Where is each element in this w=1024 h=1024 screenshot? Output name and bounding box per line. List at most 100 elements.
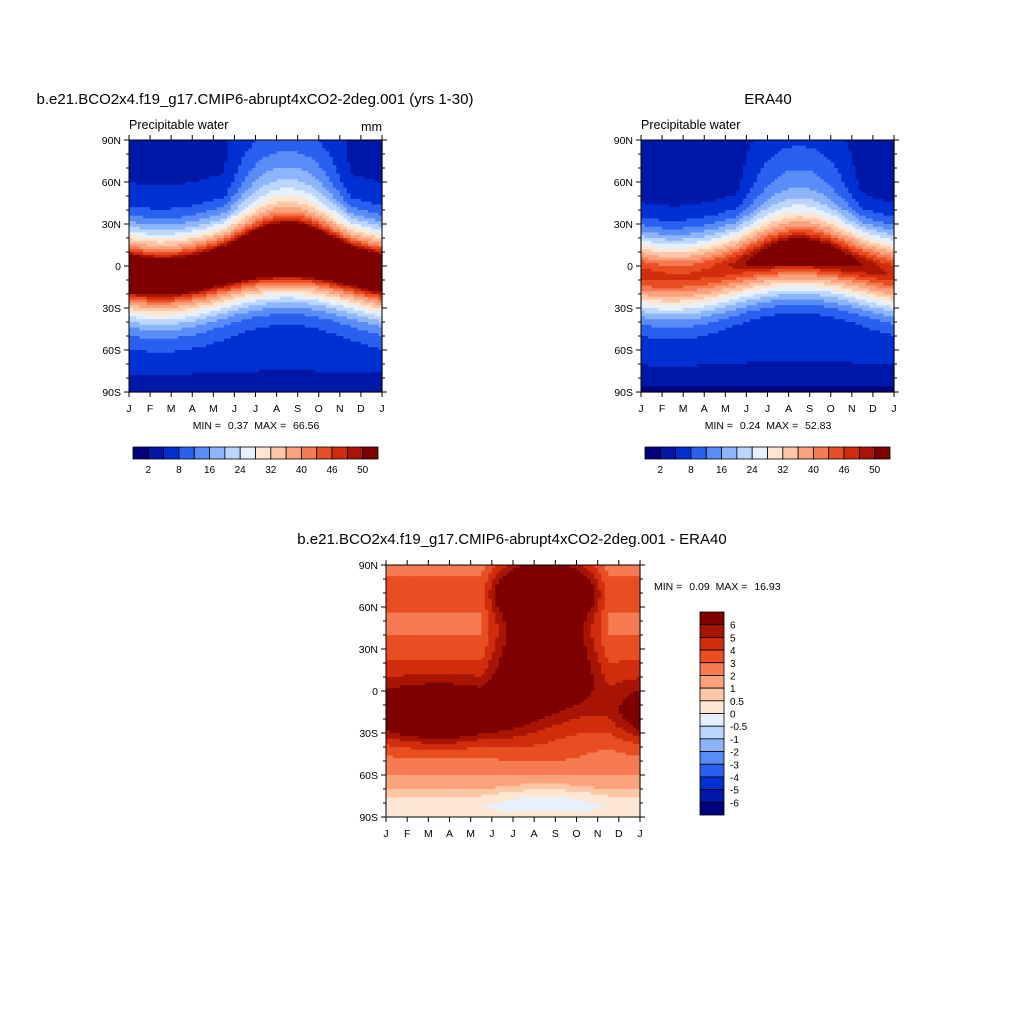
field-cell <box>346 140 351 144</box>
field-cell <box>297 145 302 149</box>
field-cell <box>223 187 228 191</box>
field-cell <box>209 184 214 189</box>
field-cell <box>244 176 250 180</box>
field-cell <box>136 140 141 144</box>
field-cell <box>374 190 380 194</box>
field-cell <box>164 151 169 155</box>
field-cell <box>297 162 302 166</box>
field-cell <box>178 196 183 200</box>
field-cell <box>185 165 190 169</box>
field-cell <box>287 182 292 186</box>
field-cell <box>223 159 228 163</box>
field-cell <box>136 190 141 194</box>
field-cell <box>266 207 271 211</box>
field-cell <box>202 193 207 197</box>
field-cell <box>304 151 309 155</box>
field-cell <box>216 154 221 158</box>
field-cell <box>223 184 228 189</box>
field-cell <box>213 207 218 211</box>
field-cell <box>248 176 253 180</box>
field-cell <box>234 201 239 205</box>
field-cell <box>199 196 204 200</box>
field-cell <box>132 156 137 161</box>
field-cell <box>223 176 228 180</box>
field-cell <box>139 190 144 194</box>
field-cell <box>287 176 292 180</box>
field-cell <box>266 145 271 149</box>
field-cell <box>357 156 362 161</box>
field-cell <box>315 156 320 161</box>
field-cell <box>164 148 169 152</box>
field-cell <box>374 148 380 152</box>
field-cell <box>234 170 239 175</box>
field-cell <box>146 142 151 147</box>
field-cell <box>318 187 323 191</box>
field-cell <box>132 176 137 180</box>
field-cell <box>139 148 144 152</box>
field-cell <box>262 170 267 175</box>
field-cell <box>318 190 323 194</box>
field-cell <box>202 204 207 208</box>
field-cell <box>213 193 218 197</box>
field-cell <box>353 142 358 147</box>
field-cell <box>259 154 264 158</box>
field-cell <box>139 207 144 211</box>
field-cell <box>244 151 250 155</box>
field-cell <box>202 196 207 200</box>
field-cell <box>129 142 134 147</box>
field-cell <box>146 148 151 152</box>
field-cell <box>192 179 197 183</box>
field-cell <box>160 168 165 172</box>
field-cell <box>357 190 362 194</box>
field-cell <box>223 154 228 158</box>
field-cell <box>248 193 253 197</box>
field-cell <box>195 173 200 177</box>
field-cell <box>364 145 369 149</box>
field-cell <box>350 142 355 147</box>
field-cell <box>311 184 316 189</box>
field-cell <box>311 165 316 169</box>
field-cell <box>206 159 211 163</box>
field-cell <box>181 159 186 163</box>
field-cell <box>185 170 190 175</box>
field-cell <box>160 182 165 186</box>
field-cell <box>364 204 369 208</box>
field-cell <box>273 168 278 172</box>
field-cell <box>188 179 193 183</box>
field-cell <box>367 140 373 144</box>
field-cell <box>181 148 186 152</box>
field-cell <box>150 145 155 149</box>
field-cell <box>350 176 355 180</box>
field-cell <box>209 162 214 166</box>
field-cell <box>143 154 148 158</box>
field-cell <box>318 184 323 189</box>
field-cell <box>136 154 141 158</box>
panel-model-field <box>129 140 383 393</box>
field-cell <box>360 193 366 197</box>
field-cell <box>364 179 369 183</box>
field-cell <box>181 154 186 158</box>
field-cell <box>216 173 221 177</box>
field-cell <box>294 162 299 166</box>
field-cell <box>266 190 271 194</box>
field-cell <box>178 176 183 180</box>
field-cell <box>206 190 211 194</box>
field-cell <box>287 187 292 191</box>
field-cell <box>188 207 193 211</box>
field-cell <box>202 173 207 177</box>
field-cell <box>248 162 253 166</box>
field-cell <box>136 142 141 147</box>
field-cell <box>336 196 341 200</box>
field-cell <box>280 170 285 175</box>
field-cell <box>129 156 134 161</box>
field-cell <box>273 198 278 203</box>
field-cell <box>273 182 278 186</box>
field-cell <box>262 173 267 177</box>
field-cell <box>139 145 144 149</box>
field-cell <box>322 142 327 147</box>
field-cell <box>209 190 214 194</box>
field-cell <box>280 148 285 152</box>
field-cell <box>171 145 176 149</box>
field-cell <box>136 210 141 214</box>
field-cell <box>188 168 193 172</box>
